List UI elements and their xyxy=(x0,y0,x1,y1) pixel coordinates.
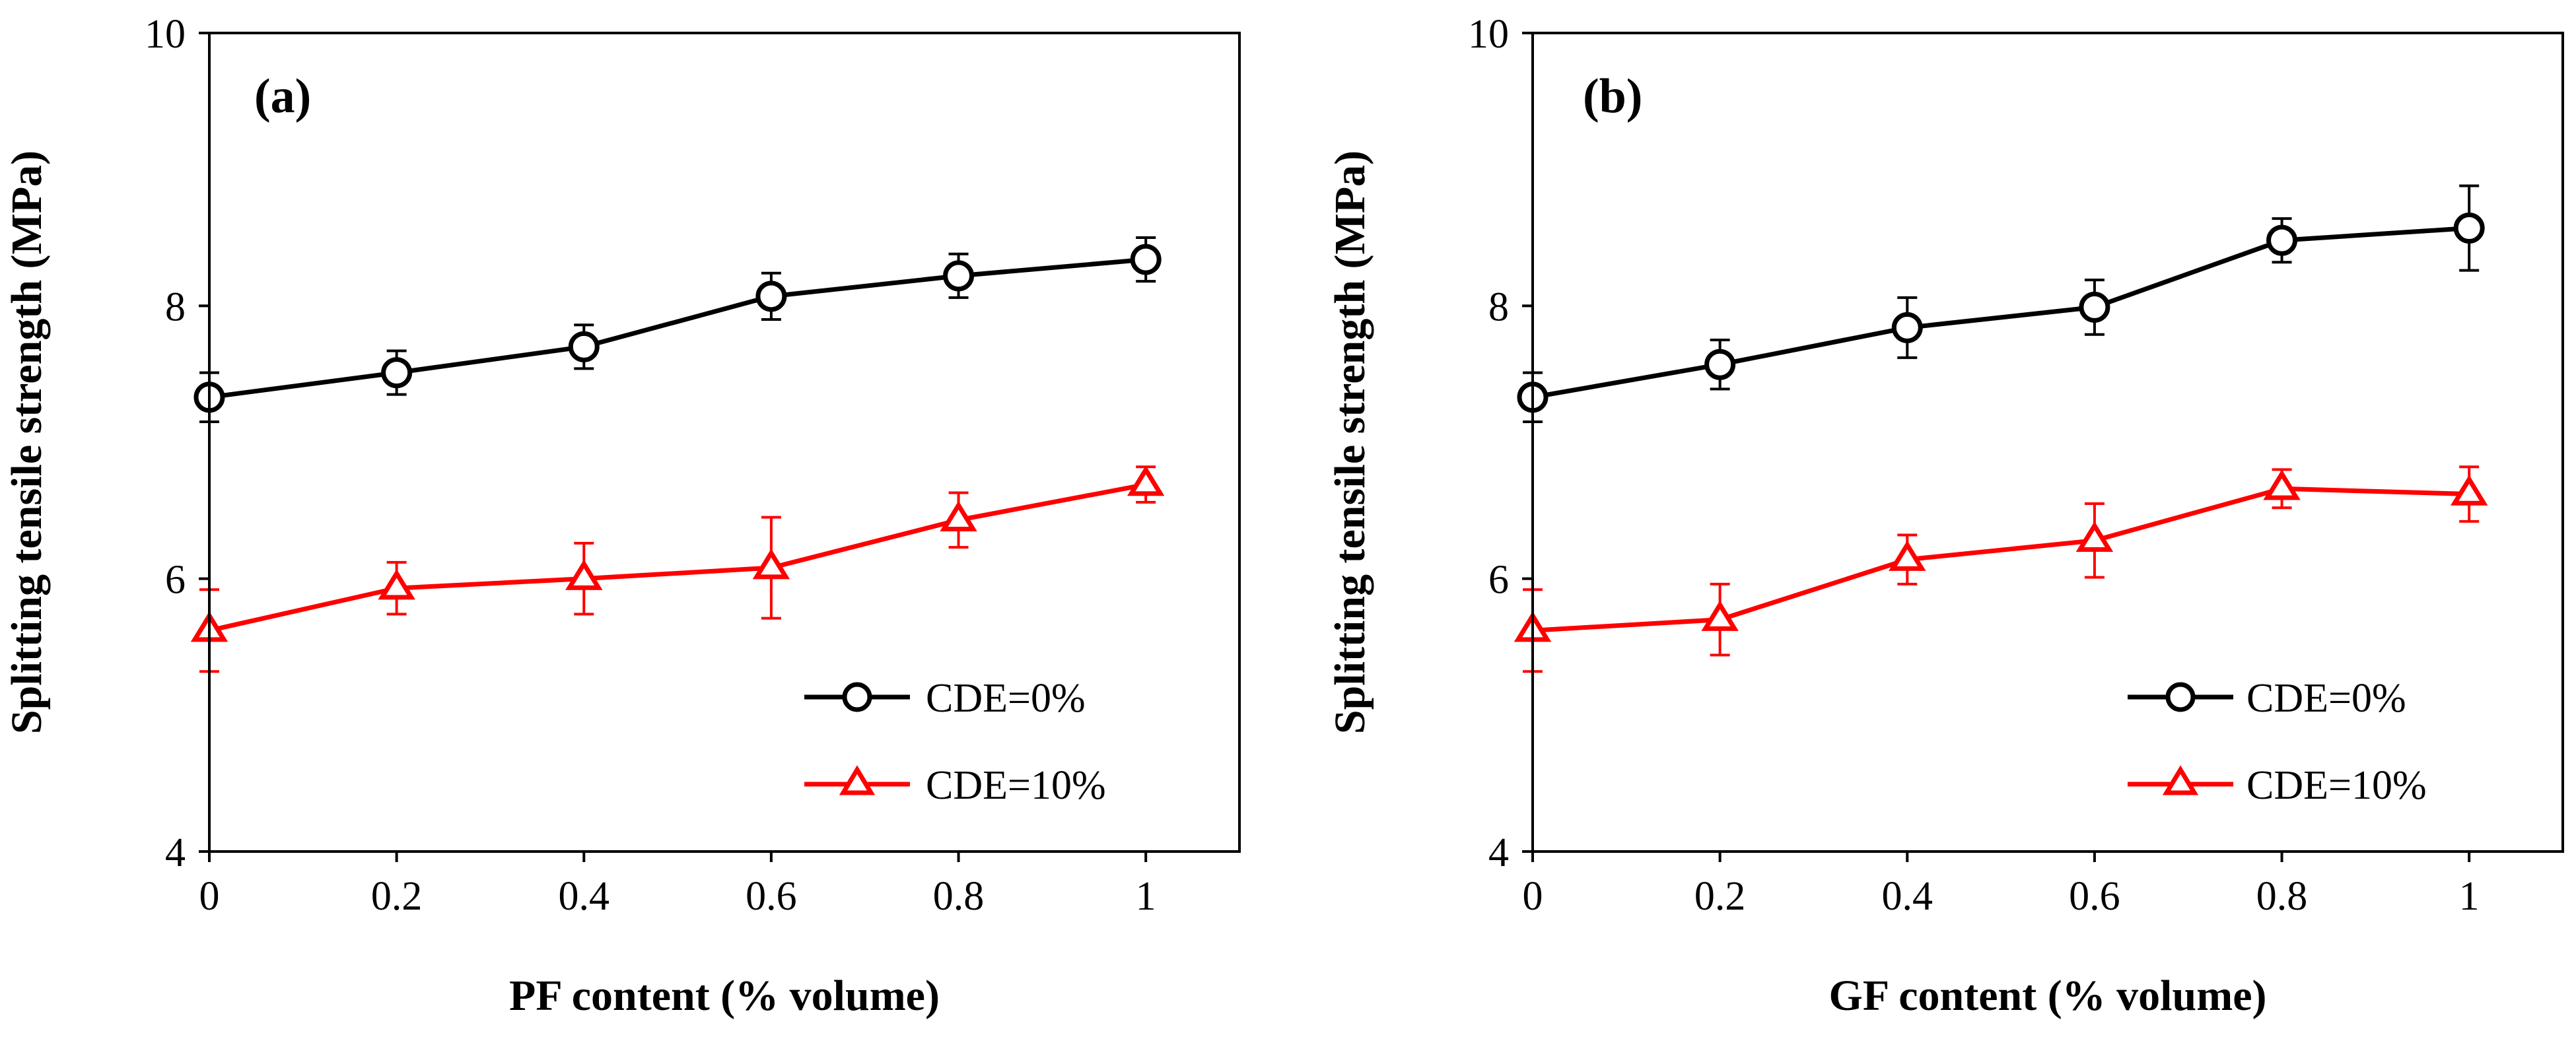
panel-b-legend-marker-cde-10 xyxy=(2162,765,2199,795)
panel-b-panel-label: (b) xyxy=(1583,69,1642,123)
panel-b-point-cde-10-4 xyxy=(2263,469,2301,500)
panel-b: 0 0.2 0.4 0.6 0.8 1 4 6 8 10 (b) GF content (% v… xyxy=(1326,12,2564,1020)
panel-a-xtick-label-4: 0.8 xyxy=(933,874,985,919)
panel-b-series-cde-10 xyxy=(1514,465,2488,673)
panel-b-ytick-label-2: 8 xyxy=(1488,284,1509,329)
panel-b-x-axis-title: GF content (% volume) xyxy=(1829,972,2267,1020)
panel-b-yticks: 4 6 8 10 xyxy=(1468,12,1533,875)
panel-a-ytick-label-2: 8 xyxy=(165,284,186,329)
panel-a-point-cde-0-2 xyxy=(568,331,600,362)
panel-b-point-cde-0-1 xyxy=(1704,349,1736,380)
panel-a-plot-frame xyxy=(208,32,1241,853)
panel-a-point-cde-0-5 xyxy=(1130,244,1162,275)
panel-a-point-cde-10-2 xyxy=(565,559,603,590)
panel-a-xtick-label-5: 1 xyxy=(1136,874,1156,919)
panel-b-point-cde-10-2 xyxy=(1889,540,1926,571)
panel-b-xtick-label-5: 1 xyxy=(2459,874,2480,919)
panel-a-ytick-label-0: 4 xyxy=(165,830,186,875)
panel-a-legend-marker-cde-10 xyxy=(839,765,876,795)
panel-b-line-cde-0 xyxy=(1532,226,2470,400)
panel-b-point-cde-0-2 xyxy=(1891,312,1923,343)
panel-a-point-cde-10-1 xyxy=(378,569,415,600)
panel-b-xtick-label-0: 0 xyxy=(1523,874,1543,919)
panel-b-point-cde-0-4 xyxy=(2266,224,2298,256)
panel-b-line-cde-10 xyxy=(1532,486,2470,633)
panel-a-legend-label-cde-10: CDE=10% xyxy=(926,763,1106,808)
panel-b-legend-marker-cde-0 xyxy=(2165,682,2196,712)
panel-a-xtick-label-1: 0.2 xyxy=(371,874,423,919)
panel-b-marks xyxy=(1514,184,2488,673)
panel-a-y-axis-title: Splitting tensile strength (MPa) xyxy=(3,151,51,734)
panel-a-legend-item-cde-0: CDE=0% xyxy=(804,676,1086,721)
panel-a-yticks: 4 6 8 10 xyxy=(145,12,209,875)
panel-a-point-cde-10-4 xyxy=(940,500,977,531)
panel-b-legend-label-cde-10: CDE=10% xyxy=(2246,763,2427,808)
panel-a: 0 0.2 0.4 0.6 0.8 1 4 6 8 10 (a) PF content (% v… xyxy=(3,12,1241,1020)
panel-a-x-axis-title: PF content (% volume) xyxy=(509,972,940,1020)
panel-a-xtick-label-2: 0.4 xyxy=(559,874,610,919)
panel-a-legend-item-cde-10: CDE=10% xyxy=(804,763,1106,808)
panel-b-point-cde-0-5 xyxy=(2453,213,2485,244)
panel-a-point-cde-0-4 xyxy=(943,260,975,292)
panel-b-plot-frame xyxy=(1531,32,2564,853)
panel-b-point-cde-10-3 xyxy=(2075,521,2114,552)
panel-b-ytick-label-1: 6 xyxy=(1488,558,1509,603)
panel-a-marks xyxy=(190,236,1165,673)
panel-a-ytick-label-3: 10 xyxy=(145,12,186,57)
panel-b-xtick-label-4: 0.8 xyxy=(2256,874,2308,919)
panel-b-point-cde-10-1 xyxy=(1701,600,1739,631)
panel-a-series-cde-0 xyxy=(193,236,1162,423)
panel-a-line-cde-0 xyxy=(209,257,1146,400)
panel-a-legend-label-cde-0: CDE=0% xyxy=(926,676,1086,721)
panel-b-point-cde-0-3 xyxy=(2079,291,2110,323)
panel-b-legend-label-cde-0: CDE=0% xyxy=(2246,676,2406,721)
panel-a-legend-marker-cde-0 xyxy=(842,682,872,712)
panel-a-xtick-label-3: 0.6 xyxy=(746,874,797,919)
panel-a-point-cde-0-3 xyxy=(755,281,787,312)
panel-b-xtick-label-2: 0.4 xyxy=(1882,874,1933,919)
panel-a-point-cde-0-1 xyxy=(381,357,413,389)
panel-a-point-cde-10-3 xyxy=(752,549,790,580)
panel-a-panel-label: (a) xyxy=(254,69,311,123)
panel-a-legend: CDE=0% CDE=10% xyxy=(804,676,1106,808)
panel-a-xtick-label-0: 0 xyxy=(199,874,220,919)
panel-b-ytick-label-3: 10 xyxy=(1468,12,1509,57)
panel-a-line-cde-10 xyxy=(209,482,1146,633)
panel-b-xtick-label-3: 0.6 xyxy=(2069,874,2120,919)
panel-a-xticks: 0 0.2 0.4 0.6 0.8 1 xyxy=(199,852,1156,919)
panel-b-ytick-label-0: 4 xyxy=(1488,830,1509,875)
panel-a-series-cde-10 xyxy=(190,465,1165,673)
panel-b-legend-item-cde-10: CDE=10% xyxy=(2128,763,2427,808)
panel-b-y-axis-title: Splitting tensile strength (MPa) xyxy=(1326,151,1374,734)
panel-b-xtick-label-1: 0.2 xyxy=(1694,874,1746,919)
panel-b-legend: CDE=0% CDE=10% xyxy=(2128,676,2427,808)
panel-b-series-cde-0 xyxy=(1517,184,2485,423)
panel-b-xticks: 0 0.2 0.4 0.6 0.8 1 xyxy=(1523,852,2480,919)
panel-b-point-cde-10-5 xyxy=(2450,475,2488,506)
panel-b-legend-item-cde-0: CDE=0% xyxy=(2128,676,2406,721)
panel-a-ytick-label-1: 6 xyxy=(165,558,186,603)
panel-a-point-cde-10-5 xyxy=(1127,465,1165,496)
